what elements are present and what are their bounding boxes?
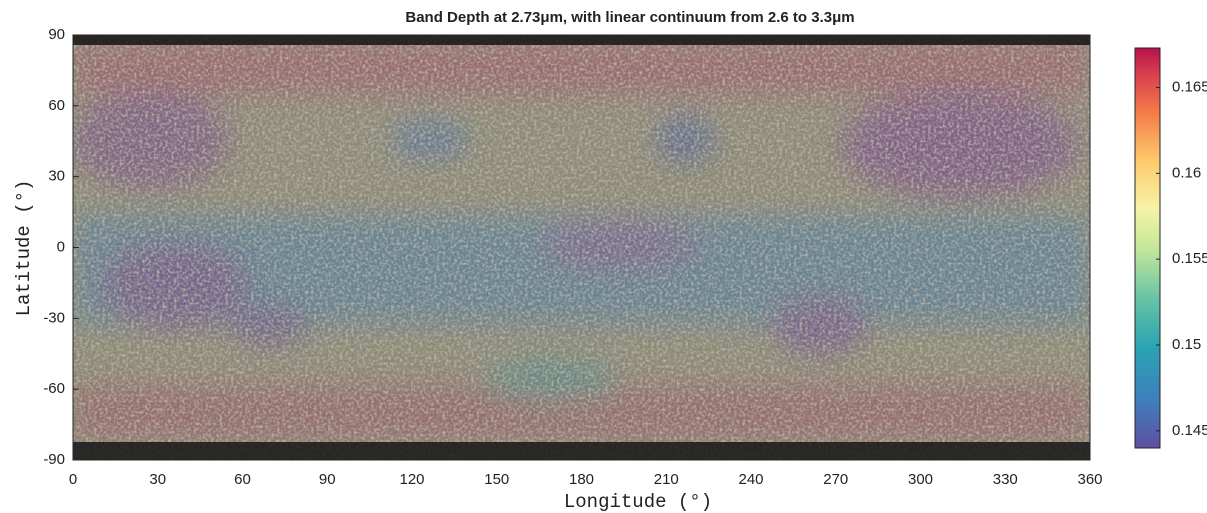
- colorbar-tick-label: 0.145: [1172, 422, 1207, 439]
- x-tick-label: 270: [823, 471, 848, 488]
- y-tick-label: 90: [48, 26, 65, 43]
- y-tick-label: 60: [48, 97, 65, 114]
- x-tick-label: 30: [149, 471, 166, 488]
- y-tick-label: -60: [43, 380, 65, 397]
- map-image: [73, 35, 1090, 460]
- chart-title: Band Depth at 2.73μm, with linear contin…: [405, 9, 854, 26]
- colorbar-tick-label: 0.165: [1172, 78, 1207, 95]
- y-tick-label: -30: [43, 309, 65, 326]
- y-tick-label: -90: [43, 451, 65, 468]
- y-tick-label: 30: [48, 168, 65, 185]
- x-tick-label: 330: [993, 471, 1018, 488]
- x-tick-label: 240: [738, 471, 763, 488]
- colorbar-tick-label: 0.16: [1172, 164, 1201, 181]
- x-tick-label: 120: [399, 471, 424, 488]
- y-tick-label: 0: [57, 238, 65, 255]
- colorbar: [1134, 47, 1161, 449]
- colorbar-tick-label: 0.155: [1172, 250, 1207, 267]
- x-tick-label: 210: [654, 471, 679, 488]
- x-tick-label: 360: [1077, 471, 1102, 488]
- x-tick-label: 90: [319, 471, 336, 488]
- x-axis-label: Longitude (°): [564, 491, 712, 513]
- x-tick-label: 60: [234, 471, 251, 488]
- x-tick-label: 150: [484, 471, 509, 488]
- colorbar-tick-label: 0.15: [1172, 336, 1201, 353]
- x-tick-label: 180: [569, 471, 594, 488]
- x-tick-label: 300: [908, 471, 933, 488]
- y-axis-label: Latitude (°): [13, 180, 35, 317]
- x-tick-label: 0: [69, 471, 77, 488]
